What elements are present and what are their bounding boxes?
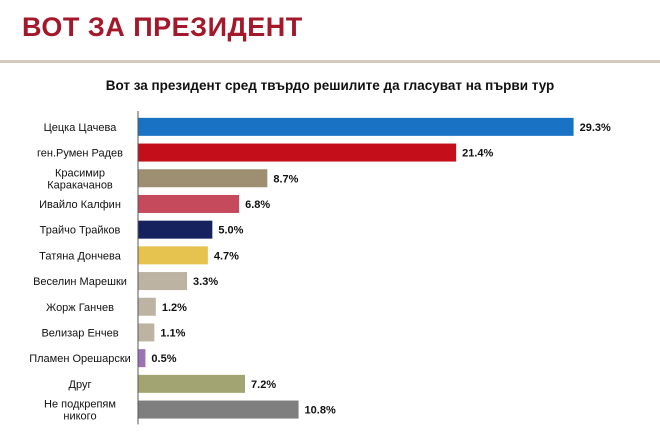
chart-title: Вот за президент сред твърдо решилите да…: [105, 78, 555, 93]
value-label: 29.3%: [580, 122, 611, 134]
bar: [138, 297, 156, 316]
category-label: Каракачанов: [47, 179, 113, 191]
category-label: Веселин Марешки: [33, 276, 127, 288]
category-label: Трайчо Трайков: [40, 225, 121, 237]
bar: [138, 169, 268, 188]
bar: [138, 117, 574, 136]
category-label: Друг: [69, 379, 92, 391]
value-label: 6.8%: [245, 199, 270, 211]
value-label: 10.8%: [305, 405, 336, 417]
page-header: ВОТ ЗА ПРЕЗИДЕНТ: [0, 0, 660, 64]
category-label: Красимир: [55, 167, 105, 179]
category-label: Жорж Ганчев: [46, 302, 114, 314]
bar: [138, 349, 146, 368]
category-label: Пламен Орешарски: [29, 353, 131, 365]
value-label: 8.7%: [273, 173, 298, 185]
category-label: Цецка Цачева: [44, 122, 118, 134]
value-label: 4.7%: [214, 250, 239, 262]
bar: [138, 272, 188, 291]
page-title: ВОТ ЗА ПРЕЗИДЕНТ: [22, 12, 303, 42]
header-divider: [0, 60, 660, 63]
bar: [138, 323, 155, 342]
bar: [138, 143, 457, 162]
value-label: 1.1%: [160, 327, 185, 339]
bar: [138, 220, 213, 239]
category-label: Не подкрепям: [44, 399, 116, 411]
bar: [138, 374, 246, 393]
value-label: 1.2%: [162, 302, 187, 314]
category-label: ген.Румен Радев: [37, 148, 123, 160]
value-label: 21.4%: [462, 148, 493, 160]
category-label: Татяна Дончева: [39, 250, 122, 262]
value-label: 5.0%: [218, 225, 243, 237]
category-label: никого: [63, 411, 96, 423]
value-label: 7.2%: [251, 379, 276, 391]
value-label: 3.3%: [193, 276, 218, 288]
bar: [138, 400, 299, 419]
bar: [138, 194, 240, 213]
category-label: Велизар Енчев: [41, 327, 118, 339]
category-label: Ивайло Калфин: [39, 199, 121, 211]
bar: [138, 246, 208, 265]
value-label: 0.5%: [151, 353, 176, 365]
